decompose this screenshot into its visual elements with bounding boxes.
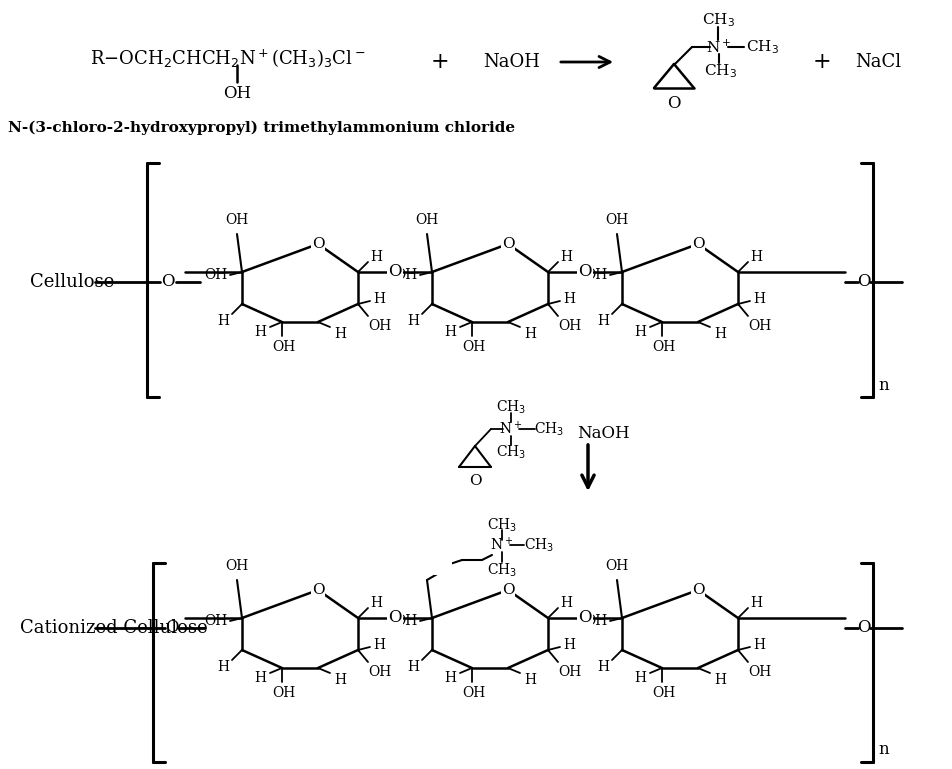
Text: O: O [388, 610, 402, 627]
Text: H: H [634, 671, 646, 685]
Text: H: H [563, 638, 575, 652]
Text: OH: OH [368, 319, 391, 333]
Text: OH: OH [205, 614, 228, 628]
Text: H: H [560, 596, 572, 610]
Text: OH: OH [394, 614, 418, 628]
Text: OH: OH [585, 268, 607, 282]
Text: OH: OH [272, 340, 296, 354]
Text: H: H [370, 250, 382, 264]
Text: H: H [373, 638, 385, 652]
Text: OH: OH [415, 559, 439, 573]
Text: OH: OH [559, 665, 582, 679]
Text: H: H [334, 327, 346, 341]
Text: OH: OH [748, 665, 772, 679]
FancyBboxPatch shape [407, 553, 452, 575]
Text: H: H [753, 638, 765, 652]
Text: n: n [878, 377, 888, 394]
Text: OH: OH [605, 559, 628, 573]
Text: H: H [407, 314, 419, 328]
Text: H: H [750, 250, 762, 264]
Text: N$^+$: N$^+$ [490, 536, 513, 554]
Text: O: O [667, 95, 681, 112]
Text: NaCl: NaCl [855, 53, 901, 71]
Text: +: + [813, 51, 831, 73]
Text: H: H [524, 673, 536, 687]
Text: OH: OH [585, 614, 607, 628]
Text: H: H [444, 671, 456, 685]
Text: n: n [878, 741, 888, 758]
Text: N-(3-chloro-2-hydroxypropyl) trimethylammonium chloride: N-(3-chloro-2-hydroxypropyl) trimethylam… [8, 121, 515, 135]
Text: O: O [436, 563, 448, 577]
Text: CH$_3$: CH$_3$ [486, 561, 517, 579]
Text: H: H [714, 327, 726, 341]
Text: H: H [750, 596, 762, 610]
Text: OH: OH [223, 85, 251, 102]
Text: H: H [714, 673, 726, 687]
Text: H: H [753, 292, 765, 306]
Text: H: H [597, 660, 609, 674]
Text: H: H [634, 325, 646, 339]
Text: H: H [217, 314, 229, 328]
Text: O: O [388, 264, 402, 281]
Text: O: O [311, 583, 325, 597]
Text: OH: OH [415, 213, 439, 227]
Text: O: O [161, 274, 175, 291]
Text: OH: OH [652, 686, 676, 700]
Text: H: H [407, 660, 419, 674]
Text: H: H [560, 250, 572, 264]
Text: H: H [563, 292, 575, 306]
Text: H: H [254, 671, 266, 685]
Text: CH$_3$: CH$_3$ [524, 536, 554, 554]
Text: O: O [166, 620, 179, 637]
Text: O: O [502, 583, 514, 597]
Text: CH$_3$: CH$_3$ [496, 398, 526, 416]
Text: H: H [370, 596, 382, 610]
Text: OH: OH [394, 268, 418, 282]
Text: Cellulose: Cellulose [30, 273, 114, 291]
Text: OH: OH [226, 213, 248, 227]
Text: OH: OH [463, 686, 486, 700]
Text: O: O [468, 474, 482, 488]
Text: OH: OH [748, 319, 772, 333]
Text: H: H [254, 325, 266, 339]
Text: R$-$OCH$_2$CHCH$_2$N$^+$(CH$_3$)$_3$Cl$^-$: R$-$OCH$_2$CHCH$_2$N$^+$(CH$_3$)$_3$Cl$^… [90, 47, 366, 69]
Text: O: O [311, 237, 325, 251]
Text: O: O [692, 583, 704, 597]
Text: CH$_3$: CH$_3$ [704, 62, 737, 80]
Text: OH: OH [272, 686, 296, 700]
Text: O: O [502, 237, 514, 251]
Text: OH: OH [559, 319, 582, 333]
Text: CH$_3$: CH$_3$ [534, 421, 565, 438]
Text: OH: OH [205, 268, 228, 282]
Text: O: O [692, 237, 704, 251]
Text: O: O [857, 274, 871, 291]
Text: H: H [524, 327, 536, 341]
Text: Cationized Cellulose: Cationized Cellulose [20, 619, 208, 637]
Text: H: H [334, 673, 346, 687]
Text: H: H [444, 325, 456, 339]
Text: OH: OH [463, 340, 486, 354]
Text: OH: OH [368, 665, 391, 679]
Text: O: O [578, 610, 592, 627]
Text: NaOH: NaOH [577, 425, 629, 442]
Text: OH: OH [652, 340, 676, 354]
Text: NaOH: NaOH [484, 53, 541, 71]
Text: CH$_3$: CH$_3$ [486, 516, 517, 534]
Text: N$^+$: N$^+$ [500, 421, 523, 438]
Text: CH$_3$: CH$_3$ [496, 443, 526, 461]
Text: H: H [373, 292, 385, 306]
Text: +: + [430, 51, 449, 73]
Text: CH$_3$: CH$_3$ [702, 11, 735, 29]
Text: CH$_3$: CH$_3$ [745, 38, 779, 56]
Text: OH: OH [226, 559, 248, 573]
Text: H: H [597, 314, 609, 328]
Text: O: O [857, 620, 871, 637]
Text: N$^+$: N$^+$ [706, 38, 732, 55]
Text: O: O [578, 264, 592, 281]
Text: OH: OH [605, 213, 628, 227]
Text: H: H [217, 660, 229, 674]
